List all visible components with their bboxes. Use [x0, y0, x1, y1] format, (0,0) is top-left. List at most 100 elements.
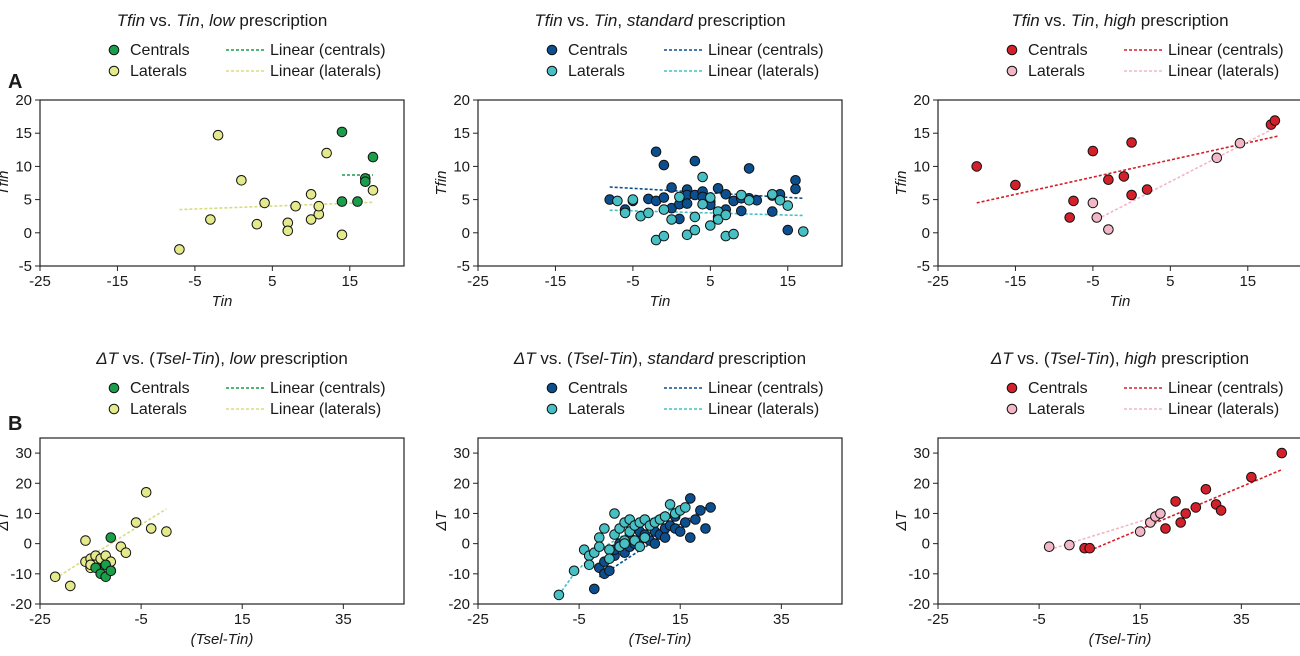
data-point-centrals	[658, 192, 670, 203]
data-point-laterals	[259, 197, 270, 209]
data-point-centrals	[666, 182, 677, 193]
data-point-laterals	[161, 526, 172, 537]
x-tick-label: 15	[1132, 611, 1149, 628]
legend-label-centrals: Centrals	[130, 380, 190, 397]
y-tick-label: 10	[15, 505, 32, 522]
data-point-centrals	[695, 505, 706, 516]
data-point-centrals	[705, 502, 716, 513]
x-axis-label: Tin	[212, 293, 233, 310]
legend-label-laterals: Laterals	[1028, 401, 1085, 418]
data-point-laterals	[1155, 508, 1166, 519]
x-tick-label: -5	[1086, 273, 1099, 290]
title-part: ΔT	[513, 349, 537, 368]
data-point-centrals	[685, 493, 696, 504]
x-tick-label: -25	[29, 611, 51, 628]
x-tick-label: -25	[467, 611, 489, 628]
data-point-laterals	[290, 200, 301, 212]
legend-marker-laterals	[108, 403, 120, 415]
legend-label-linear-laterals: Linear (laterals)	[708, 401, 819, 418]
data-point-centrals	[1010, 179, 1021, 191]
data-point-centrals	[1160, 523, 1171, 534]
data-point-laterals	[1091, 212, 1103, 223]
x-tick-label: -5	[188, 273, 201, 290]
title-part: Tsel-Tin	[1050, 349, 1110, 368]
legend-label-linear-laterals: Linear (laterals)	[708, 63, 819, 80]
legend-marker-laterals	[1006, 403, 1018, 415]
data-point-centrals	[681, 198, 693, 209]
data-point-laterals	[664, 499, 676, 510]
title-part: prescription	[255, 349, 348, 368]
fit-line-centrals	[976, 135, 1279, 204]
data-point-centrals	[658, 159, 670, 171]
y-tick-label: 0	[24, 225, 32, 242]
legend-label-centrals: Centrals	[568, 380, 628, 397]
title-part: Tfin	[534, 11, 562, 30]
x-axis-label: Tin	[1110, 293, 1131, 310]
x-tick-label: 15	[779, 273, 796, 290]
y-tick-label: 0	[462, 225, 470, 242]
x-tick-label: 35	[335, 611, 352, 628]
legend-label-centrals: Centrals	[130, 42, 190, 59]
data-point-centrals	[1175, 517, 1186, 528]
title-part: ,	[200, 11, 209, 30]
title-part: vs.	[1040, 11, 1071, 30]
y-tick-label: -10	[448, 566, 470, 583]
y-tick-label: 0	[922, 536, 930, 553]
data-point-centrals	[1103, 174, 1114, 185]
title-part: standard	[627, 11, 694, 30]
data-point-centrals	[1126, 189, 1137, 201]
x-tick-label: -25	[927, 611, 949, 628]
data-point-laterals	[604, 553, 615, 565]
x-tick-label: 5	[268, 273, 276, 290]
chart-title: Tfin vs. Tin, standard prescription	[534, 11, 785, 30]
x-tick-label: 5	[706, 273, 714, 290]
data-point-centrals	[1170, 496, 1181, 507]
y-axis-label: ΔT	[433, 510, 450, 532]
data-point-laterals	[336, 229, 348, 241]
plot-frame	[937, 99, 1300, 267]
y-tick-label: -5	[917, 258, 930, 275]
x-axis-label: (Tsel-Tin)	[1089, 631, 1152, 648]
x-tick-label: 35	[773, 611, 790, 628]
data-point-laterals	[619, 207, 631, 219]
legend-marker-laterals	[546, 403, 558, 415]
data-point-centrals	[689, 155, 701, 167]
data-point-laterals	[594, 541, 605, 553]
legend-marker-centrals	[108, 44, 120, 56]
data-point-laterals	[798, 226, 809, 237]
data-point-laterals	[736, 189, 747, 201]
x-tick-label: -15	[1005, 273, 1027, 290]
x-tick-label: -5	[626, 273, 639, 290]
y-tick-label: 5	[24, 192, 32, 209]
title-part: Tfin	[117, 11, 145, 30]
legend-label-linear-centrals: Linear (centrals)	[270, 42, 386, 59]
title-part: vs.	[145, 11, 176, 30]
title-part: ),	[632, 349, 647, 368]
data-point-laterals	[627, 194, 639, 205]
data-point-laterals	[599, 523, 610, 534]
chart-title: ΔT vs. (Tsel-Tin), high prescription	[990, 349, 1249, 368]
y-tick-label: -10	[908, 566, 930, 583]
data-point-centrals	[1190, 502, 1202, 513]
data-point-centrals	[336, 126, 348, 138]
plot-frame	[477, 437, 843, 605]
data-point-laterals	[689, 224, 701, 236]
row-label-a: A	[8, 71, 22, 93]
title-part: prescription	[1136, 11, 1229, 30]
data-point-centrals	[674, 526, 686, 537]
x-tick-label: 15	[341, 273, 358, 290]
data-point-centrals	[743, 163, 755, 174]
data-point-laterals	[705, 192, 716, 203]
title-part: ΔT	[95, 349, 119, 368]
chart-title: ΔT vs. (Tsel-Tin), standard prescription	[513, 349, 806, 368]
y-tick-label: 0	[922, 225, 930, 242]
x-tick-label: -15	[107, 273, 129, 290]
y-axis-label: Tfin	[893, 170, 910, 195]
data-point-centrals	[1068, 195, 1079, 207]
data-point-laterals	[705, 220, 716, 231]
plot-frame	[477, 99, 843, 267]
data-point-laterals	[612, 195, 623, 207]
legend-label-linear-laterals: Linear (laterals)	[270, 63, 381, 80]
title-part: prescription	[1156, 349, 1249, 368]
x-axis-label: (Tsel-Tin)	[191, 631, 254, 648]
